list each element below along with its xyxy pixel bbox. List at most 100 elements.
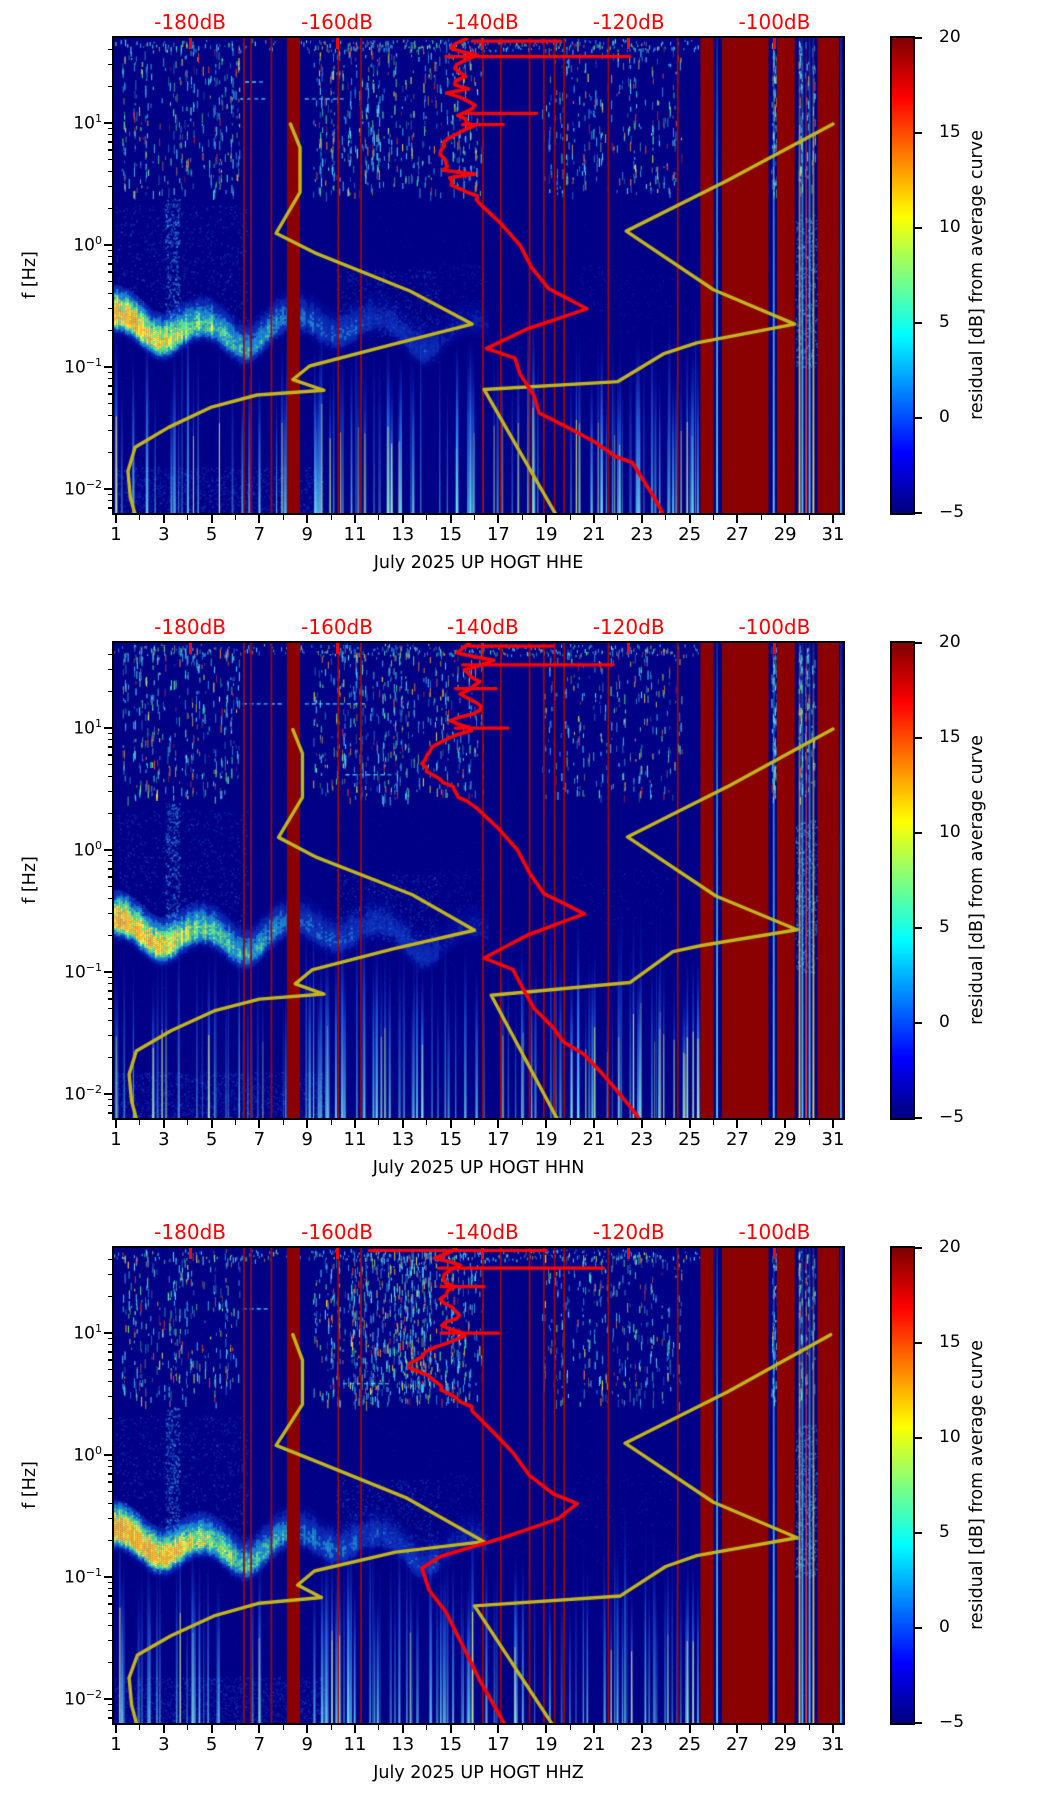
- y-major-tick: [104, 122, 112, 125]
- y-minor-tick: [107, 1466, 112, 1468]
- x-tick-label: 13: [391, 1734, 415, 1755]
- y-minor-tick: [107, 1603, 112, 1605]
- x-major-tick: [162, 1120, 165, 1128]
- y-minor-tick: [107, 733, 112, 735]
- x-tick-label: 27: [725, 524, 749, 545]
- colorbar-tick-label: 10: [939, 822, 961, 842]
- x-tick-label: 21: [582, 524, 606, 545]
- x-minor-tick: [808, 515, 810, 520]
- top-db-label-180: -180dB: [154, 1220, 226, 1244]
- colorbar-tick-label: 10: [939, 217, 961, 237]
- colorbar-gradient: [892, 38, 913, 513]
- y-minor-tick: [107, 739, 112, 741]
- x-tick-label: 17: [486, 524, 510, 545]
- y-minor-tick: [107, 1344, 112, 1346]
- x-major-tick: [306, 515, 309, 523]
- colorbar-label: residual [dB] from average curve: [967, 129, 987, 420]
- y-minor-tick: [107, 990, 112, 992]
- x-major-tick: [688, 515, 691, 523]
- colorbar-tick: [915, 1532, 922, 1534]
- colorbar-frame-1: [890, 641, 915, 1120]
- top-db-tick: [481, 1248, 485, 1259]
- x-minor-tick: [808, 1725, 810, 1730]
- colorbar-tick-label: 0: [939, 1012, 950, 1032]
- x-minor-tick: [521, 1725, 523, 1730]
- x-major-tick: [449, 515, 452, 523]
- y-minor-tick: [107, 263, 112, 265]
- y-minor-tick: [107, 983, 112, 985]
- x-tick-label: 29: [773, 524, 797, 545]
- top-db-label-120: -120dB: [592, 10, 665, 34]
- top-db-label-180: -180dB: [154, 10, 226, 34]
- y-tick-label-1e-2: 10−2: [64, 1083, 102, 1105]
- y-minor-tick: [107, 1640, 112, 1642]
- x-minor-tick: [330, 1120, 332, 1125]
- colorbar-tick-label: 10: [939, 1427, 961, 1447]
- y-minor-tick: [107, 998, 112, 1000]
- x-axis-title-0: July 2025 UP HOGT HHE: [373, 553, 584, 573]
- y-minor-tick: [107, 186, 112, 188]
- x-tick-label: 21: [582, 1734, 606, 1755]
- x-major-tick: [354, 515, 356, 523]
- y-minor-tick: [107, 159, 112, 161]
- colorbar-tick-label: 0: [939, 407, 950, 427]
- top-db-tick: [481, 38, 485, 49]
- x-major-tick: [258, 1725, 261, 1733]
- colorbar-tick: [915, 1722, 922, 1724]
- y-major-tick: [104, 366, 112, 369]
- y-minor-tick: [107, 329, 112, 331]
- y-minor-tick: [107, 378, 112, 380]
- x-major-tick: [401, 1120, 404, 1128]
- top-db-label-140: -140dB: [446, 1220, 519, 1244]
- x-major-tick: [162, 1725, 165, 1733]
- y-minor-tick: [107, 791, 112, 793]
- top-db-tick: [627, 38, 631, 49]
- x-major-tick: [497, 515, 500, 523]
- x-major-tick: [832, 515, 834, 523]
- colorbar-frame-2: [890, 1246, 915, 1725]
- colorbar-tick: [915, 1022, 922, 1024]
- x-minor-tick: [330, 515, 332, 520]
- y-minor-tick: [107, 1704, 112, 1706]
- colorbar-tick: [915, 737, 922, 739]
- y-tick-label-1e0: 100: [73, 839, 102, 861]
- x-major-tick: [449, 1120, 452, 1128]
- y-tick-label-1e1: 101: [73, 717, 102, 739]
- y-tick-label-1e0: 100: [73, 1444, 102, 1466]
- y-minor-tick: [107, 913, 112, 915]
- x-tick-label: 25: [678, 1734, 702, 1755]
- y-minor-tick: [107, 170, 112, 173]
- x-tick-label: 21: [582, 1129, 606, 1150]
- x-tick-label: 31: [821, 1734, 845, 1755]
- y-minor-tick: [107, 1035, 112, 1037]
- y-minor-tick: [107, 897, 112, 900]
- y-minor-tick: [107, 868, 112, 870]
- y-minor-tick: [107, 1417, 112, 1419]
- x-major-tick: [354, 1120, 356, 1128]
- y-minor-tick: [107, 1613, 112, 1615]
- x-major-tick: [736, 1120, 739, 1128]
- y-minor-tick: [107, 1369, 112, 1371]
- y-minor-tick: [107, 507, 112, 509]
- y-minor-tick: [107, 775, 112, 778]
- y-minor-tick: [107, 451, 112, 453]
- x-major-tick: [115, 1120, 117, 1128]
- x-minor-tick: [473, 1120, 476, 1125]
- y-axis-label: f [Hz]: [20, 250, 40, 299]
- colorbar-tick-label: 20: [939, 27, 961, 47]
- y-minor-tick: [107, 1338, 112, 1340]
- x-major-tick: [593, 515, 595, 523]
- x-minor-tick: [234, 1725, 237, 1730]
- x-major-tick: [497, 1725, 500, 1733]
- x-axis-title-2: July 2025 UP HOGT HHZ: [373, 1763, 584, 1783]
- x-major-tick: [210, 1120, 213, 1128]
- y-tick-label-1e0: 100: [73, 234, 102, 256]
- y-tick-label-1e1: 101: [73, 112, 102, 134]
- x-minor-tick: [473, 515, 476, 520]
- y-minor-tick: [107, 1105, 112, 1107]
- top-db-tick: [627, 1248, 631, 1259]
- x-tick-label: 1: [110, 1734, 122, 1755]
- x-minor-tick: [617, 515, 619, 520]
- x-minor-tick: [234, 515, 237, 520]
- top-db-label-140: -140dB: [446, 615, 519, 639]
